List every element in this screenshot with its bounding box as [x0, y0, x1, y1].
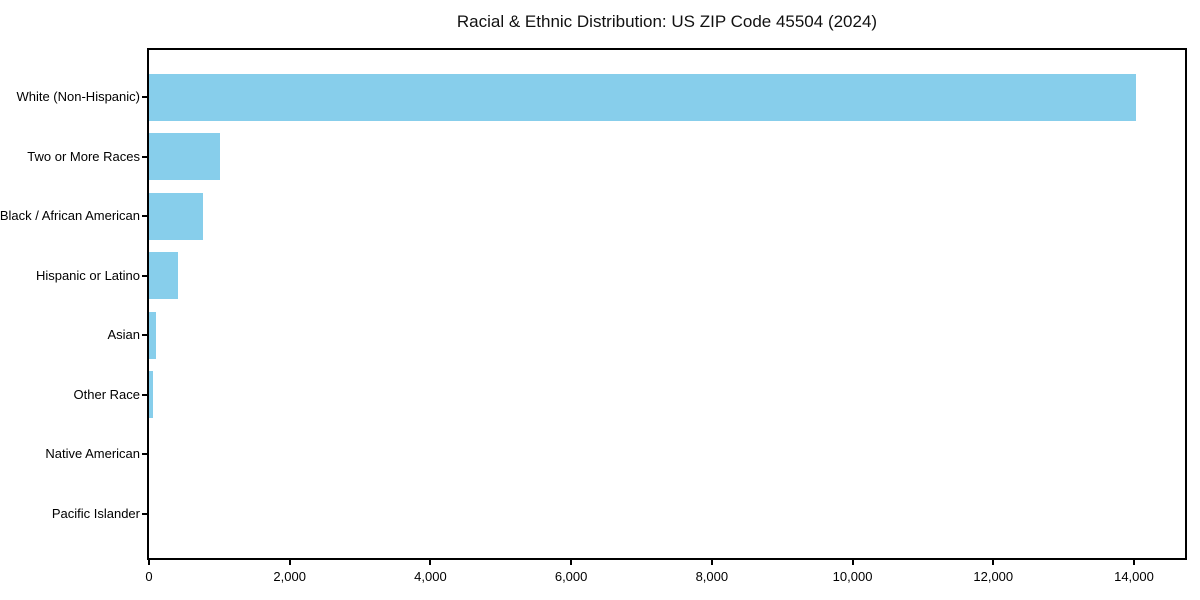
x-axis-tick-label: 10,000: [832, 569, 873, 584]
bar-white-non-hispanic: [149, 73, 1137, 121]
y-tick-mark: [142, 215, 149, 218]
x-tick-mark: [429, 558, 432, 565]
x-tick-mark: [710, 558, 713, 565]
x-tick-mark: [1132, 558, 1135, 565]
x-axis-tick-label: 12,000: [973, 569, 1014, 584]
y-axis: White (Non-Hispanic) Two or More Races Bla…: [0, 50, 140, 558]
x-axis-tick-label: 0: [145, 569, 153, 584]
y-axis-label-asian: Asian: [107, 327, 140, 343]
y-axis-label-white-non-hispanic: White (Non-Hispanic): [16, 89, 140, 104]
bar-asian: [149, 311, 157, 359]
y-axis-label-black-african-american: Black / African American: [0, 208, 140, 224]
bar-hispanic-or-latino: [149, 252, 178, 300]
x-axis-tick-label: 8,000: [695, 569, 729, 584]
x-axis-tick-label: 14,000: [1114, 569, 1154, 584]
x-tick-mark: [570, 558, 573, 565]
x-tick-mark: [851, 558, 854, 565]
y-axis-label-native-american: Native American: [45, 446, 140, 462]
y-tick-mark: [142, 96, 149, 98]
bar-two-or-more-races: [149, 133, 221, 181]
y-tick-mark: [142, 334, 149, 337]
chart-title: Racial & Ethnic Distribution: US ZIP Cod…: [456, 12, 878, 31]
bar-black-african-american: [149, 192, 203, 240]
y-tick-mark: [142, 274, 149, 277]
x-axis-tick-label: 6,000: [554, 569, 588, 584]
plot-frame: [147, 48, 1187, 560]
x-tick-mark: [148, 558, 150, 565]
plot-area: [149, 50, 1185, 558]
y-tick-mark: [142, 513, 149, 515]
x-axis-tick-label: 4,000: [414, 569, 447, 584]
y-axis-label-pacific-islander: Pacific Islander: [51, 506, 140, 521]
y-tick-mark: [142, 155, 149, 158]
y-axis-label-two-or-more-races: Two or More Races: [27, 148, 140, 164]
y-axis-label-other-race: Other Race: [73, 386, 140, 402]
y-tick-mark: [142, 393, 149, 396]
bar-other-race: [149, 371, 153, 419]
y-axis-label-hispanic-or-latino: Hispanic or Latino: [35, 267, 140, 283]
x-tick-mark: [992, 558, 995, 565]
y-tick-mark: [142, 453, 149, 456]
x-tick-mark: [288, 558, 291, 565]
x-axis-tick-label: 2,000: [273, 569, 306, 584]
